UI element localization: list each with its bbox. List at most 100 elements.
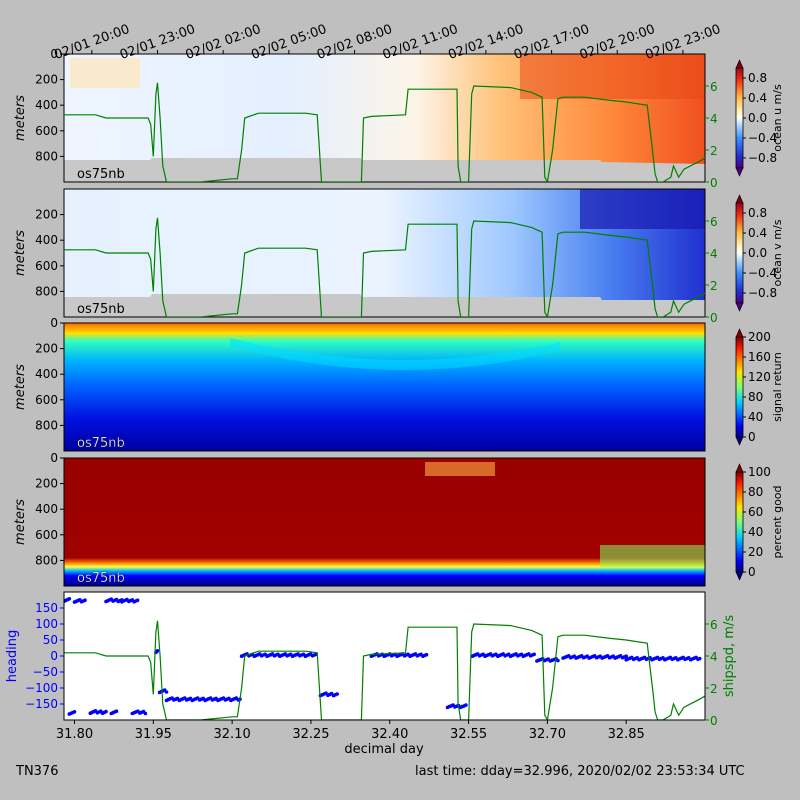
- colorbar: 0.8 0.4 0.0 −0.4 −0.8: [735, 194, 777, 312]
- y-tick-label: 0: [50, 316, 58, 330]
- y-axis-label: heading: [5, 630, 20, 683]
- colorbar-extend-top: [735, 328, 744, 338]
- heading-dot: [624, 654, 628, 658]
- instrument-label: os75nb: [77, 302, 125, 317]
- y-tick-label: 800: [35, 149, 58, 163]
- colorbar-tick-label: 0.0: [748, 111, 767, 125]
- heading-dot: [72, 710, 77, 714]
- right-tick-label: 4: [710, 247, 718, 261]
- right-tick-label: 6: [710, 618, 718, 632]
- colorbar-extend-bottom: [735, 436, 744, 446]
- heading-dot: [104, 709, 108, 714]
- ship-speed-line: [64, 620, 705, 720]
- colorbar-extend-top: [735, 194, 744, 204]
- right-tick-label: 4: [710, 112, 718, 126]
- right-tick-label: 6: [710, 80, 718, 94]
- heading-dot: [155, 649, 160, 653]
- colorbar-tick-label: 0.8: [748, 206, 767, 220]
- y-axis-left: 0 200 400 600 800: [35, 316, 64, 432]
- colorbar: 200 160 120 80 40 0: [735, 328, 771, 446]
- heading-dot: [135, 598, 140, 603]
- instrument-label: os75nb: [77, 571, 125, 586]
- heading-dot: [697, 656, 702, 661]
- heading-dot: [83, 598, 87, 602]
- y-axis-label: meters: [13, 364, 28, 410]
- y-axis-right: 0 2 4 6: [705, 618, 718, 728]
- u-west-patch: [70, 58, 140, 88]
- colorbar-tick-label: 0.0: [748, 246, 767, 260]
- colorbar: 100 80 60 40 20 0: [735, 463, 771, 581]
- heading-dot: [164, 690, 169, 694]
- y-tick-label: 600: [35, 528, 58, 542]
- y-axis-left: 0 200 400 600 800: [35, 47, 64, 163]
- colorbar-extend-bottom: [735, 302, 744, 312]
- right-tick-label: 6: [710, 215, 718, 229]
- colorbar-tick-label: 60: [748, 505, 763, 519]
- pg-shallow-patch: [425, 462, 495, 476]
- colorbar-bar: [735, 202, 744, 304]
- instrument-label: os75nb: [77, 167, 125, 182]
- heading-tick-label: 50: [43, 633, 58, 647]
- colorbar-tick-label: 0: [748, 565, 756, 579]
- x-axis: 31.80 31.95 32.10 32.25 32.40 32.55 32.70 32.85: [56, 720, 645, 742]
- colorbar-extend-top: [735, 59, 744, 69]
- right-tick-label: 4: [710, 650, 718, 664]
- y-tick-label: 800: [35, 284, 58, 298]
- colorbar-tick-label: 100: [748, 465, 771, 479]
- colorbar-tick-label: 160: [748, 350, 771, 364]
- colorbar-tick-label: 20: [748, 545, 763, 559]
- colorbar-label: ocean u m/s: [771, 84, 784, 152]
- x-tick-label: 31.95: [135, 727, 172, 742]
- colorbar-extend-bottom: [735, 167, 744, 177]
- colorbar-tick-label: 0.4: [748, 91, 767, 105]
- colorbar-label: percent good: [771, 485, 784, 558]
- y-tick-label: 400: [35, 367, 58, 381]
- colorbar-tick-label: −0.8: [748, 286, 777, 300]
- colorbar-tick-label: 40: [748, 410, 763, 424]
- right-tick-label: 0: [710, 176, 718, 190]
- y-axis-label: meters: [13, 230, 28, 276]
- x-tick-label: 32.10: [214, 727, 251, 742]
- u-surface-warm: [520, 54, 705, 99]
- right-tick-label: 2: [710, 144, 718, 158]
- heading-tick-label: −150: [25, 697, 58, 711]
- y-tick-label: 600: [35, 393, 58, 407]
- y-tick-label: 0: [50, 47, 58, 61]
- colorbar-tick-label: 0.8: [748, 71, 767, 85]
- signal-field: [64, 323, 705, 451]
- y-tick-label: 200: [35, 73, 58, 87]
- heading-tick-label: 0: [50, 649, 58, 663]
- colorbar-tick-label: 200: [748, 330, 771, 344]
- colorbar-bar: [735, 471, 744, 573]
- y-axis-heading: 150 100 50 0 −50 −100 −150: [25, 601, 64, 711]
- instrument-label: os75nb: [77, 436, 125, 451]
- heading-tick-label: 100: [35, 617, 58, 631]
- colorbar-tick-label: 80: [748, 390, 763, 404]
- y-axis-right: 0 2 4 6: [705, 215, 718, 325]
- heading-tick-label: −100: [25, 681, 58, 695]
- heading-dot: [532, 652, 536, 657]
- right-tick-label: 2: [710, 682, 718, 696]
- colorbar-tick-label: −0.8: [748, 151, 777, 165]
- heading-dot: [67, 597, 72, 601]
- y-tick-label: 800: [35, 418, 58, 432]
- ship-speed-line: [64, 82, 705, 182]
- y-tick-label: 800: [35, 553, 58, 567]
- colorbar-tick-label: 40: [748, 525, 763, 539]
- heading-tick-label: 150: [35, 601, 58, 615]
- heading-tick-label: −50: [33, 665, 58, 679]
- pg-field: [64, 458, 705, 586]
- colorbar-tick-label: 120: [748, 370, 771, 384]
- right-tick-label: 0: [710, 714, 718, 728]
- colorbar-tick-label: −0.4: [748, 266, 777, 280]
- heading-dot: [556, 658, 560, 663]
- ship-speed-line: [64, 217, 705, 317]
- colorbar-bar: [735, 336, 744, 438]
- colorbar-extend-top: [735, 463, 744, 473]
- colorbar-tick-label: 0.4: [748, 226, 767, 240]
